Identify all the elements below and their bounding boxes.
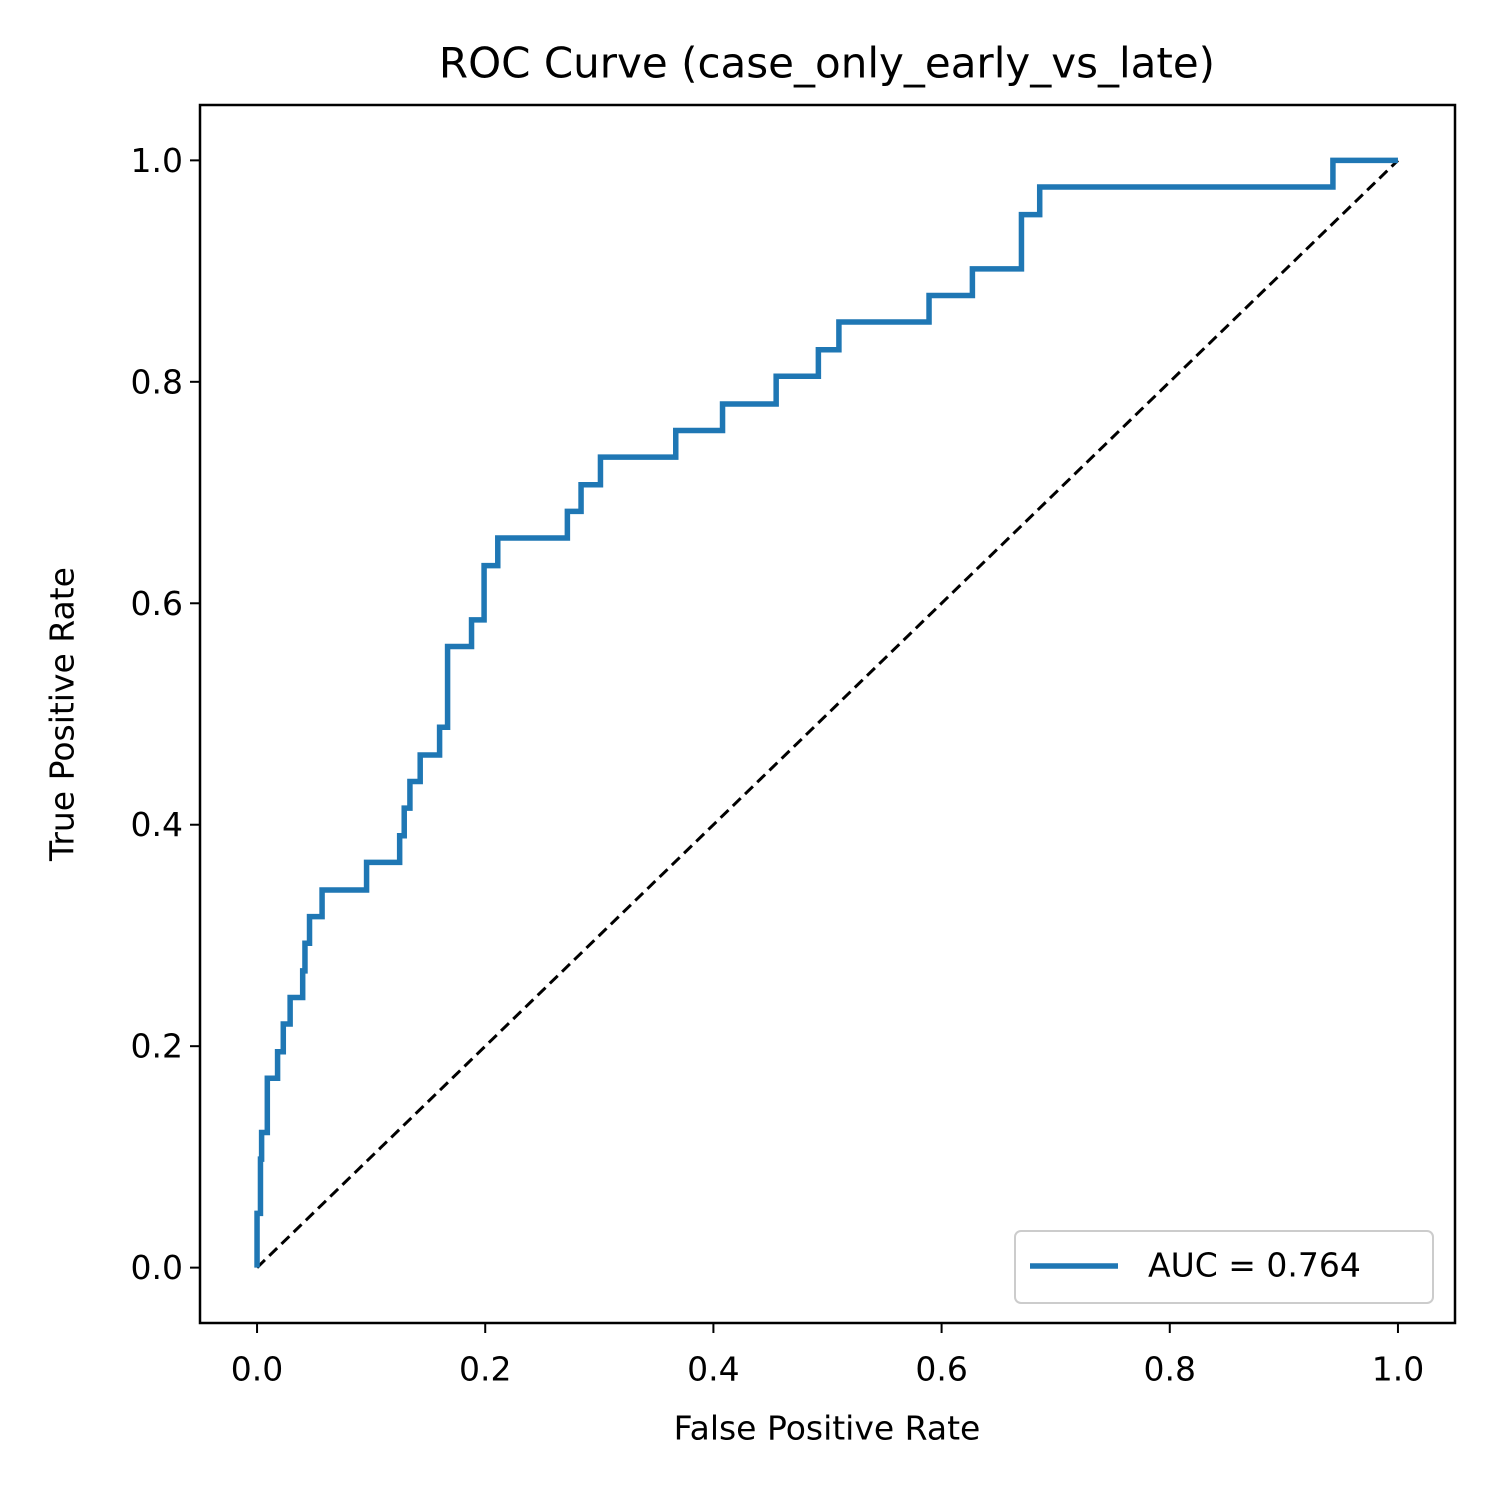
x-tick-label: 0.2: [459, 1350, 511, 1389]
y-tick-label: 1.0: [131, 141, 183, 180]
x-tick-label: 0.0: [231, 1350, 283, 1389]
x-tick-label: 1.0: [1372, 1350, 1424, 1389]
y-tick-label: 0.4: [131, 805, 183, 844]
x-tick-label: 0.8: [1144, 1350, 1196, 1389]
x-tick-label: 0.6: [915, 1350, 967, 1389]
legend-label: AUC = 0.764: [1148, 1246, 1361, 1285]
x-tick-label: 0.4: [687, 1350, 739, 1389]
y-tick-label: 0.8: [131, 362, 183, 401]
x-axis-label: False Positive Rate: [674, 1409, 981, 1448]
diagonal-line: [256, 159, 1399, 1269]
chart-title: ROC Curve (case_only_early_vs_late): [439, 39, 1215, 88]
y-tick-label: 0.6: [131, 584, 183, 623]
y-tick-label: 0.2: [131, 1027, 183, 1066]
roc-curve: [254, 157, 1398, 1268]
y-axis-label: True Positive Rate: [43, 567, 82, 862]
y-tick-label: 0.0: [131, 1248, 183, 1287]
plot-frame: [198, 103, 1457, 1325]
legend-box: [1014, 1230, 1434, 1304]
